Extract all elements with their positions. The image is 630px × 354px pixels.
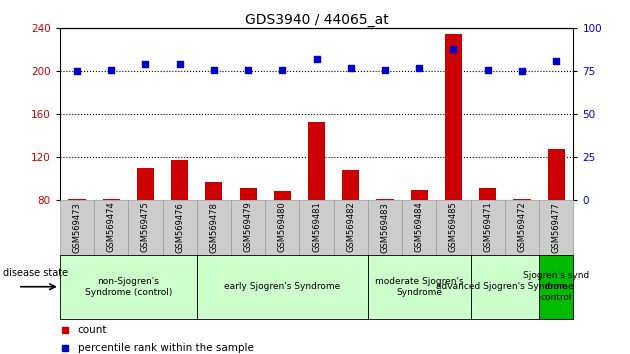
Text: early Sjogren's Syndrome: early Sjogren's Syndrome	[224, 282, 340, 291]
Text: GSM569474: GSM569474	[106, 202, 116, 252]
Bar	[437, 200, 471, 255]
Bar	[342, 170, 359, 200]
Text: percentile rank within the sample: percentile rank within the sample	[78, 343, 254, 353]
Text: GSM569484: GSM569484	[415, 202, 424, 252]
Bar	[513, 199, 530, 200]
Bar	[163, 200, 197, 255]
Bar	[402, 200, 437, 255]
Bar	[334, 200, 368, 255]
Point	[358, 277, 369, 283]
Bar	[445, 34, 462, 200]
Bar	[60, 255, 197, 319]
Point	[449, 46, 459, 52]
Point	[380, 67, 390, 72]
Point	[277, 67, 287, 72]
Bar	[239, 188, 256, 200]
Bar	[137, 168, 154, 200]
Text: disease state: disease state	[3, 268, 68, 278]
Point	[175, 62, 185, 67]
Bar	[171, 160, 188, 200]
Text: GSM569483: GSM569483	[381, 202, 389, 252]
Bar	[539, 255, 573, 319]
Point	[72, 68, 82, 74]
Bar	[471, 200, 505, 255]
Text: advanced Sjogren's Syndrome: advanced Sjogren's Syndrome	[436, 282, 574, 291]
Bar	[274, 192, 291, 200]
Bar	[411, 190, 428, 200]
Bar	[299, 200, 334, 255]
Text: GSM569475: GSM569475	[141, 202, 150, 252]
Point	[243, 67, 253, 72]
Bar	[479, 188, 496, 200]
Point	[483, 67, 493, 72]
Bar	[368, 200, 402, 255]
Point	[551, 58, 561, 64]
Text: GSM569471: GSM569471	[483, 202, 492, 252]
Bar	[505, 200, 539, 255]
Text: GSM569472: GSM569472	[517, 202, 527, 252]
Text: GSM569479: GSM569479	[244, 202, 253, 252]
Bar	[129, 200, 163, 255]
Bar	[265, 200, 299, 255]
Text: Sjogren’s synd
rome
control: Sjogren’s synd rome control	[523, 271, 589, 302]
Text: non-Sjogren's
Syndrome (control): non-Sjogren's Syndrome (control)	[84, 277, 172, 297]
Bar	[197, 255, 368, 319]
Text: moderate Sjogren's
Syndrome: moderate Sjogren's Syndrome	[375, 277, 464, 297]
Point	[415, 65, 425, 71]
Bar	[103, 199, 120, 200]
Text: GSM569480: GSM569480	[278, 202, 287, 252]
Bar	[205, 182, 222, 200]
Bar	[539, 200, 573, 255]
Bar	[60, 200, 94, 255]
Point	[106, 67, 117, 72]
Text: GSM569476: GSM569476	[175, 202, 184, 252]
Bar	[547, 149, 564, 200]
Point	[346, 65, 356, 71]
Bar	[231, 200, 265, 255]
Bar	[368, 255, 471, 319]
Point	[312, 56, 322, 62]
Text: GSM569477: GSM569477	[552, 202, 561, 252]
Point	[517, 68, 527, 74]
Bar	[471, 255, 539, 319]
Text: GSM569481: GSM569481	[312, 202, 321, 252]
Text: GSM569473: GSM569473	[72, 202, 81, 252]
Text: count: count	[78, 325, 107, 335]
Bar	[94, 200, 129, 255]
Point	[358, 118, 369, 124]
Point	[209, 67, 219, 72]
Text: GSM569482: GSM569482	[346, 202, 355, 252]
Text: GSM569478: GSM569478	[209, 202, 219, 252]
Title: GDS3940 / 44065_at: GDS3940 / 44065_at	[244, 13, 389, 27]
Bar	[69, 199, 86, 200]
Text: GSM569485: GSM569485	[449, 202, 458, 252]
Bar	[377, 199, 394, 200]
Point	[140, 62, 151, 67]
Bar	[197, 200, 231, 255]
Bar	[308, 122, 325, 200]
